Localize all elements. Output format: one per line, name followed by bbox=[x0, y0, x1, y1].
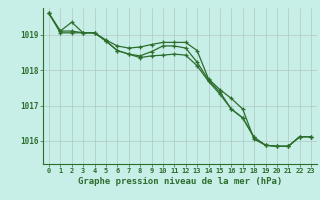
X-axis label: Graphe pression niveau de la mer (hPa): Graphe pression niveau de la mer (hPa) bbox=[78, 177, 282, 186]
